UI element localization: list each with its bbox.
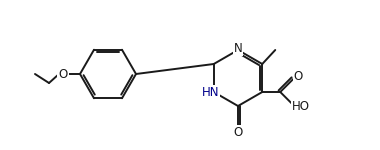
Text: O: O [233, 126, 242, 138]
Text: HN: HN [202, 85, 220, 99]
Text: HO: HO [292, 99, 310, 112]
Text: N: N [234, 42, 242, 56]
Text: O: O [59, 68, 68, 81]
Text: O: O [294, 69, 303, 82]
